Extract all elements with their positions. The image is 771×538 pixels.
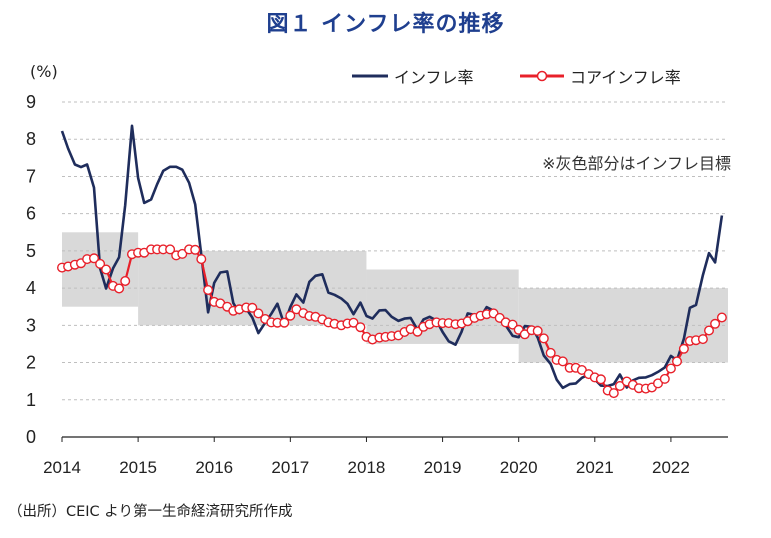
- legend-core-swatch: [520, 70, 564, 82]
- core-point-97: [672, 356, 683, 367]
- core-point-9: [114, 283, 125, 294]
- core-point-31: [253, 308, 264, 319]
- legend-headline-label: インフレ率: [394, 68, 474, 87]
- series-line-headline: [60, 124, 724, 390]
- core-point-46: [348, 317, 359, 328]
- core-point-103: [710, 318, 721, 329]
- series-layer: [57, 124, 727, 399]
- core-point-10: [120, 276, 131, 287]
- x-tick-label: 2019: [424, 458, 462, 477]
- core-point-94: [653, 378, 664, 389]
- x-tick-label: 2020: [500, 458, 538, 477]
- x-tick-label: 2022: [652, 458, 690, 477]
- x-tick-label: 2018: [348, 458, 386, 477]
- y-tick-label: 8: [26, 129, 36, 149]
- source-note: （出所）CEIC より第一生命経済研究所作成: [8, 504, 293, 520]
- core-point-102: [704, 325, 715, 336]
- y-tick-label: 6: [26, 204, 36, 224]
- core-point-87: [608, 388, 619, 399]
- grid-layer: [62, 101, 728, 401]
- x-tick-label: 2015: [119, 458, 157, 477]
- chart-title: 図１ インフレ率の推移: [266, 12, 505, 37]
- y-tick-label: 4: [26, 278, 36, 298]
- y-axis-unit-label: (%): [30, 62, 58, 81]
- core-point-7: [101, 264, 112, 275]
- core-point-85: [595, 374, 606, 385]
- core-point-79: [557, 356, 568, 367]
- core-point-36: [285, 310, 296, 321]
- y-tick-label: 3: [26, 315, 36, 335]
- x-tick-label: 2021: [576, 458, 614, 477]
- core-point-75: [532, 325, 543, 336]
- core-point-30: [247, 302, 258, 313]
- core-point-6: [95, 258, 106, 269]
- core-point-47: [355, 322, 366, 333]
- core-point-77: [545, 347, 556, 358]
- x-tick-label: 2016: [195, 458, 233, 477]
- x-tick-label: 2014: [43, 458, 81, 477]
- y-tick-label: 9: [26, 92, 36, 112]
- core-point-23: [203, 285, 214, 296]
- legend-item-headline: インフレ率: [352, 64, 474, 88]
- core-point-5: [88, 253, 99, 264]
- core-point-95: [659, 373, 670, 384]
- legend-core-label: コアインフレ率: [570, 68, 681, 87]
- legend-item-core: コアインフレ率: [520, 64, 681, 88]
- core-point-104: [716, 312, 727, 323]
- y-tick-label: 7: [26, 166, 36, 186]
- core-point-96: [665, 363, 676, 374]
- core-point-21: [190, 244, 201, 255]
- core-point-101: [697, 334, 708, 345]
- y-tick-label: 2: [26, 353, 36, 373]
- core-point-17: [165, 244, 176, 255]
- core-point-19: [177, 248, 188, 259]
- x-tick-label: 2017: [271, 458, 309, 477]
- core-point-22: [196, 254, 207, 265]
- core-point-76: [538, 333, 549, 344]
- legend-headline-swatch: [352, 74, 388, 78]
- y-tick-label: 0: [26, 427, 36, 447]
- y-tick-label: 5: [26, 241, 36, 261]
- target-band-note: ※灰色部分はインフレ目標: [542, 154, 731, 173]
- core-point-88: [614, 381, 625, 392]
- y-tick-label: 1: [26, 390, 36, 410]
- core-point-35: [279, 317, 290, 328]
- axis-layer: 0 1 2 3 4 5 6 7 8 9 2014 2015 2016 2017 2018 2019 2020 20…: [26, 92, 728, 477]
- core-point-98: [678, 343, 689, 354]
